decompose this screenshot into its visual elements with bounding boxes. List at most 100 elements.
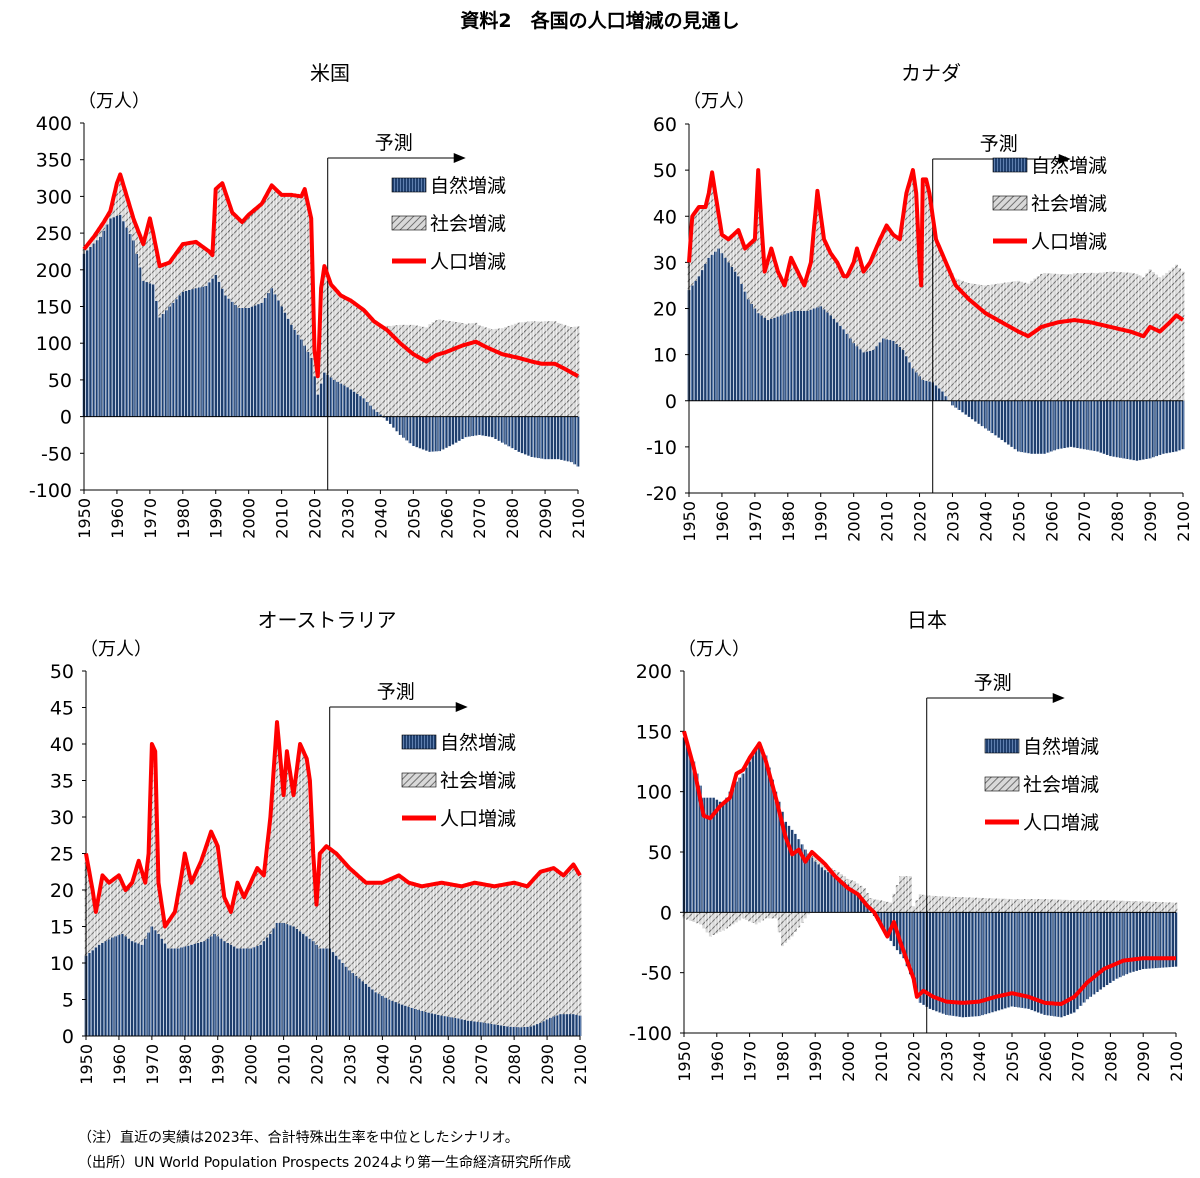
social-bar	[155, 249, 158, 301]
natural-bar	[1066, 912, 1070, 1015]
legend-label-natural: 自然増減	[1031, 155, 1107, 177]
social-bar	[1102, 272, 1106, 401]
social-bar	[325, 846, 328, 949]
social-bar	[384, 881, 388, 998]
social-bar	[743, 248, 747, 292]
x-tick-label: 2010	[872, 1041, 891, 1082]
social-bar	[153, 751, 157, 931]
social-bar	[1069, 274, 1073, 401]
natural-bar	[213, 933, 216, 1036]
natural-bar	[316, 394, 320, 417]
natural-bar	[997, 912, 1001, 1011]
social-bar	[733, 233, 737, 272]
social-bar	[901, 216, 905, 351]
natural-bar	[855, 346, 859, 401]
social-bar	[87, 871, 91, 953]
natural-bar	[817, 864, 820, 913]
social-bar	[578, 875, 582, 1016]
social-bar	[341, 860, 345, 963]
legend-label-total: 人口増減	[1023, 812, 1099, 834]
social-bar	[461, 323, 465, 417]
natural-bar	[1095, 912, 1099, 992]
natural-bar	[390, 1000, 394, 1036]
social-bar	[1161, 902, 1165, 913]
natural-bar	[217, 281, 221, 417]
natural-bar	[771, 779, 774, 913]
social-bar	[276, 191, 280, 301]
natural-bar	[510, 416, 514, 449]
natural-bar	[222, 941, 226, 1036]
natural-bar	[1096, 400, 1099, 452]
natural-bar	[1040, 912, 1043, 1014]
social-bar	[435, 320, 438, 417]
social-bar	[379, 325, 382, 415]
y-tick-label: 0	[660, 902, 672, 924]
natural-bar	[1155, 400, 1158, 457]
social-bar	[822, 239, 826, 310]
social-bar	[543, 321, 547, 417]
social-bar	[915, 900, 919, 913]
natural-bar	[423, 1011, 427, 1036]
y-tick-label: 50	[50, 661, 74, 683]
natural-bar	[1161, 912, 1165, 968]
social-bar	[855, 248, 859, 347]
social-bar	[358, 876, 361, 979]
social-bar	[690, 216, 694, 286]
natural-bar	[714, 251, 717, 401]
social-bar	[875, 247, 879, 347]
social-bar	[477, 325, 481, 417]
social-bar	[879, 900, 883, 913]
x-tick-label: 2080	[503, 498, 522, 539]
natural-bar	[1010, 912, 1014, 1007]
natural-bar	[987, 400, 991, 431]
y-tick-label: 400	[36, 113, 72, 135]
natural-bar	[730, 266, 734, 401]
natural-bar	[163, 943, 167, 1036]
social-bar	[777, 912, 781, 933]
natural-bar	[922, 912, 925, 1005]
social-bar	[1036, 276, 1040, 401]
y-tick-label: 0	[665, 391, 677, 413]
social-bar	[1115, 271, 1119, 401]
natural-bar	[941, 912, 945, 1014]
social-bar	[1099, 272, 1103, 401]
social-bar	[201, 246, 204, 287]
social-bar	[171, 257, 175, 303]
natural-bar	[872, 350, 875, 401]
natural-bar	[825, 312, 829, 401]
social-bar	[137, 860, 141, 944]
social-bar	[912, 906, 915, 913]
social-bar	[263, 197, 267, 298]
natural-bar	[833, 876, 837, 913]
natural-bar	[951, 400, 954, 406]
natural-bar	[170, 948, 173, 1036]
natural-bar	[1020, 400, 1023, 453]
natural-bar	[104, 941, 108, 1036]
social-bar	[754, 912, 758, 925]
social-bar	[302, 751, 305, 934]
natural-bar	[461, 416, 465, 439]
unit-label: （万人）	[678, 639, 750, 660]
social-bar	[381, 882, 384, 996]
social-bar	[527, 321, 530, 417]
social-bar	[456, 885, 460, 1019]
natural-bar	[558, 1014, 562, 1036]
social-bar	[213, 838, 216, 934]
social-bar	[1040, 273, 1043, 401]
social-bar	[751, 912, 755, 923]
social-bar	[708, 912, 712, 937]
social-bar	[977, 284, 981, 401]
social-bar	[158, 266, 162, 318]
natural-bar	[477, 416, 481, 435]
social-bar	[727, 239, 730, 263]
natural-bar	[1128, 912, 1132, 973]
social-bar	[209, 831, 213, 937]
social-bar	[816, 190, 819, 308]
natural-bar	[523, 416, 527, 455]
natural-bar	[356, 393, 359, 417]
natural-bar	[438, 416, 442, 452]
social-bar	[746, 245, 750, 300]
natural-bar	[174, 299, 178, 417]
natural-bar	[990, 400, 994, 434]
